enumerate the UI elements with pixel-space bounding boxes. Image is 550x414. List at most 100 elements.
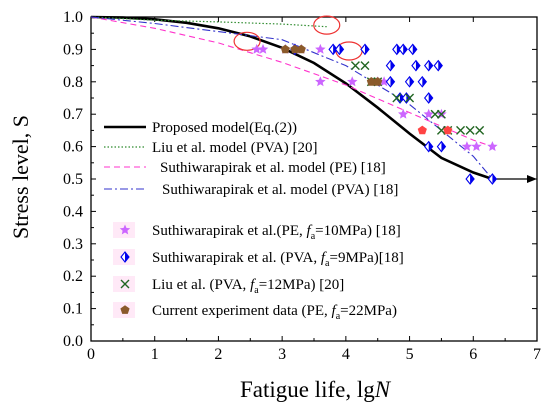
data-point-series-1-fill bbox=[364, 44, 369, 55]
highlight-point bbox=[443, 125, 453, 135]
data-point-series-3 bbox=[373, 77, 383, 86]
x-tick-label: 5 bbox=[406, 346, 414, 363]
circle-annotation bbox=[313, 15, 341, 35]
legend-line-label: Liu et al. model (PVA) [20] bbox=[152, 140, 318, 156]
data-point-series-1 bbox=[487, 173, 498, 185]
legend-label-text: Current experiment data (PE, bbox=[152, 303, 332, 319]
data-markers bbox=[251, 43, 498, 185]
data-point-series-0 bbox=[378, 76, 390, 87]
tick-labels: 0 1 2 3 4 5 6 7 0.0 0.1 0.2 0.3 0.4 0.5 0.6 0.7 0.8 0.9 1.… bbox=[63, 9, 541, 363]
legend-marker bbox=[119, 224, 131, 235]
data-point-series-1 bbox=[385, 75, 396, 88]
y-axis-label: Stress level, S bbox=[8, 115, 33, 239]
legend-line-label: Suthiwarapirak et al. model (PVA) [18] bbox=[162, 182, 398, 198]
data-point-series-0 bbox=[257, 43, 269, 54]
legend-marker bbox=[120, 279, 130, 289]
data-point-series-2 bbox=[456, 125, 466, 135]
data-point-series-3 bbox=[280, 44, 290, 54]
data-point-series-1-fill bbox=[415, 60, 420, 71]
legend-label-rest: =10MPa) [18] bbox=[315, 223, 401, 239]
annotations bbox=[233, 15, 537, 183]
legend-label-sub: a bbox=[325, 258, 330, 269]
x-axis-label-var: N bbox=[374, 377, 392, 402]
data-point-series-1 bbox=[398, 43, 408, 56]
data-point-series-1 bbox=[404, 75, 415, 88]
x-tick-label: 3 bbox=[278, 346, 286, 363]
data-point-series-1-fill bbox=[428, 141, 433, 152]
legend-label-var: f bbox=[250, 277, 256, 293]
data-point-series-1 bbox=[465, 173, 475, 185]
legend-label-sub: a bbox=[311, 231, 316, 242]
data-point-series-0 bbox=[315, 76, 326, 87]
data-point-series-0 bbox=[315, 43, 326, 54]
series-line-1 bbox=[90, 16, 327, 28]
data-point-series-2 bbox=[360, 61, 370, 71]
data-point-series-0 bbox=[347, 76, 358, 87]
legend-label-sub: a bbox=[254, 285, 259, 296]
y-tick-label: 0.7 bbox=[63, 106, 83, 123]
model-lines bbox=[90, 15, 493, 181]
legend-line-label: Proposed model(Eq.(2)) bbox=[152, 120, 297, 136]
x-tick-label: 7 bbox=[533, 346, 541, 363]
legend: Proposed model(Eq.(2)) Liu et al. model (… bbox=[104, 120, 404, 322]
y-tick-label: 0.0 bbox=[63, 333, 83, 350]
data-point-series-2 bbox=[436, 109, 446, 119]
highlight-point bbox=[417, 125, 427, 135]
data-point-series-1-fill bbox=[441, 141, 446, 152]
data-point-series-1-fill bbox=[470, 174, 475, 184]
data-point-series-1 bbox=[417, 75, 428, 88]
x-tick-label: 4 bbox=[342, 346, 350, 363]
y-tick-label: 0.2 bbox=[63, 268, 83, 285]
legend-label-var: f bbox=[332, 303, 338, 319]
legend-series-label: Liu et al. (PVA, fa=12MPa) [20] bbox=[152, 277, 344, 296]
data-point-series-2 bbox=[436, 125, 446, 135]
legend-marker bbox=[120, 305, 130, 314]
data-point-series-1-fill bbox=[492, 174, 497, 184]
data-point-series-2 bbox=[465, 125, 475, 135]
x-tick-label: 2 bbox=[214, 346, 222, 363]
legend-line-label: Suthiwarapirak et al. model (PE) [18] bbox=[160, 160, 386, 176]
x-tick-label: 0 bbox=[87, 346, 95, 363]
data-point-series-1-fill bbox=[390, 76, 395, 87]
y-tick-label: 0.5 bbox=[63, 171, 83, 188]
arrow-head bbox=[527, 175, 537, 183]
legend-series-label: Current experiment data (PE, fa=22MPa) bbox=[152, 303, 397, 322]
legend-series-label: Suthiwarapirak et al.(PE, fa=10MPa) [18] bbox=[152, 223, 401, 242]
y-tick-label: 0.9 bbox=[63, 41, 83, 58]
legend-label-text: Liu et al. (PVA, bbox=[152, 277, 250, 293]
data-point-series-2 bbox=[350, 61, 360, 71]
data-point-series-0 bbox=[471, 141, 482, 151]
x-axis-label: Fatigue life, lgN bbox=[240, 377, 392, 402]
y-tick-label: 0.1 bbox=[63, 301, 83, 318]
data-point-series-1-fill bbox=[428, 60, 433, 71]
data-point-series-1-fill bbox=[403, 44, 408, 55]
data-point-series-2 bbox=[392, 93, 402, 103]
data-point-series-2 bbox=[405, 93, 415, 103]
series-line-2 bbox=[90, 16, 493, 148]
y-tick-label: 0.6 bbox=[63, 139, 83, 156]
data-point-series-1 bbox=[433, 59, 443, 72]
data-point-series-1 bbox=[408, 43, 418, 56]
legend-label-var: f bbox=[307, 223, 313, 239]
data-point-series-3 bbox=[296, 44, 306, 54]
legend-marker-fill bbox=[125, 252, 129, 262]
data-point-series-1 bbox=[423, 140, 434, 153]
data-point-series-3 bbox=[290, 44, 300, 54]
legend-series-label: Suthiwarapirak et al. (PVA, fa=9MPa)[18] bbox=[152, 250, 404, 269]
x-axis-label-text: Fatigue life, lg bbox=[240, 377, 375, 402]
data-point-series-0 bbox=[251, 43, 262, 54]
data-point-series-1-fill bbox=[339, 44, 344, 55]
data-point-series-1-fill bbox=[438, 60, 443, 71]
legend-label-var: f bbox=[321, 250, 327, 266]
y-tick-label: 0.8 bbox=[63, 74, 83, 91]
series-line-0 bbox=[90, 15, 493, 181]
legend-label-rest: =12MPa) [20] bbox=[259, 277, 345, 293]
data-point-series-0 bbox=[487, 141, 498, 151]
data-point-series-1 bbox=[423, 59, 434, 72]
series-line-3 bbox=[90, 16, 493, 180]
x-tick-label: 6 bbox=[469, 346, 477, 363]
data-point-series-1-fill bbox=[390, 60, 395, 71]
legend-marker bbox=[120, 251, 130, 263]
data-point-series-1 bbox=[423, 92, 434, 104]
